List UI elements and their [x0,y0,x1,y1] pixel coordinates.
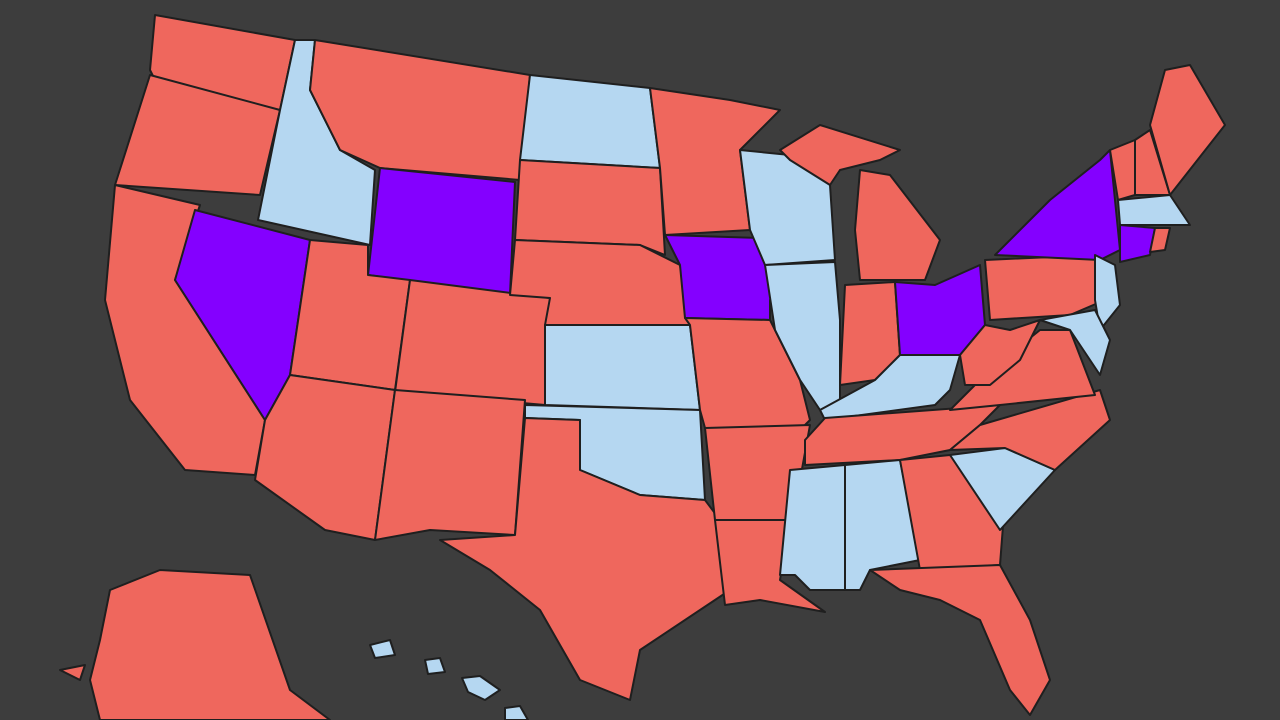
state [854,169,941,281]
state [369,639,396,659]
state [367,167,516,296]
state [439,417,731,701]
state [1149,64,1226,196]
state [114,74,281,196]
state [1117,194,1191,226]
state [504,705,529,720]
state [89,569,331,720]
state [514,159,666,256]
state [1119,224,1156,263]
state [461,675,501,701]
state [544,324,701,411]
state [1149,227,1171,253]
state [394,279,551,406]
state [949,389,1111,471]
state [374,389,526,541]
state [779,124,901,186]
state [59,664,86,681]
state [519,74,661,169]
state [424,657,446,675]
state [1094,254,1121,331]
state [869,564,1051,716]
state [779,464,846,591]
state [1039,309,1111,376]
state [959,319,1041,386]
